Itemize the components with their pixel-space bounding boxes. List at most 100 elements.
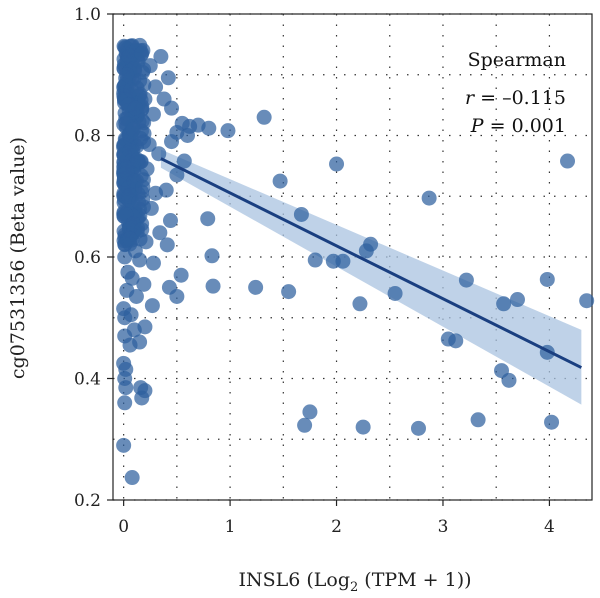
data-point <box>117 249 133 265</box>
stat-p-symbol: P <box>470 115 485 137</box>
data-point <box>355 419 371 435</box>
data-point <box>128 288 144 304</box>
data-point <box>496 296 512 312</box>
data-point <box>145 106 161 122</box>
data-point <box>162 213 178 229</box>
data-point <box>272 173 288 189</box>
data-point <box>119 67 135 83</box>
data-point <box>122 337 138 353</box>
data-point <box>205 278 221 294</box>
x-axis-label-subscript: 2 <box>350 580 358 595</box>
data-point <box>124 270 140 286</box>
data-point <box>560 153 576 169</box>
data-point <box>164 134 180 150</box>
data-point <box>135 179 151 195</box>
data-point <box>363 236 379 252</box>
y-tick-label: 0.6 <box>74 248 101 268</box>
data-point <box>169 167 185 183</box>
data-point <box>293 206 309 222</box>
data-point <box>297 417 313 433</box>
stat-p-value: = 0.001 <box>484 115 566 137</box>
data-point <box>410 420 426 436</box>
data-point <box>448 333 464 349</box>
data-point <box>136 276 152 292</box>
x-axis-label: INSL6 (Log2 (TPM + 1)) <box>238 569 471 595</box>
data-point <box>458 272 474 288</box>
stat-method: Spearman <box>468 49 566 71</box>
data-point <box>124 470 140 486</box>
data-point <box>169 288 185 304</box>
data-point <box>137 91 153 107</box>
data-point <box>144 298 160 314</box>
regression-line <box>160 157 583 369</box>
x-axis-label-main: INSL6 (Log <box>238 569 350 591</box>
data-point <box>421 190 437 206</box>
data-point <box>160 70 176 86</box>
data-point <box>129 152 145 168</box>
data-point <box>142 58 158 74</box>
data-point <box>118 380 134 396</box>
data-point <box>117 310 133 326</box>
data-point <box>141 137 157 153</box>
data-point <box>352 296 368 312</box>
data-point <box>164 100 180 116</box>
data-point <box>329 156 345 172</box>
data-point <box>139 161 155 177</box>
confidence-band <box>160 149 582 405</box>
data-point <box>122 231 138 247</box>
stat-r-symbol: r <box>465 87 476 109</box>
x-axis-label-tail: (TPM + 1)) <box>358 569 471 591</box>
data-point <box>180 128 196 143</box>
data-point <box>201 120 217 136</box>
data-point <box>131 194 147 210</box>
data-point <box>501 372 517 388</box>
data-point <box>132 252 148 268</box>
data-point <box>307 252 323 268</box>
data-point <box>509 292 525 308</box>
data-point <box>153 49 169 65</box>
data-point <box>148 79 164 95</box>
data-point <box>256 109 272 125</box>
data-point <box>579 293 595 309</box>
data-point <box>127 100 143 116</box>
data-point <box>145 255 161 271</box>
stat-r-value: = –0.115 <box>474 87 566 109</box>
y-tick-label: 1.0 <box>74 5 101 25</box>
axis-ticks: 0 1 2 3 4 0.2 0.4 0.6 0.8 1.0 <box>74 5 555 537</box>
y-axis-label: cg07531356 (Beta value) <box>7 137 29 379</box>
data-point <box>248 279 264 295</box>
data-point <box>470 412 486 428</box>
data-point <box>539 271 555 287</box>
data-point <box>159 237 175 253</box>
data-point <box>116 437 132 453</box>
data-point <box>173 267 189 283</box>
x-tick-label: 4 <box>544 517 555 537</box>
data-point <box>176 153 192 169</box>
x-tick-label: 0 <box>118 517 129 537</box>
stat-p: P = 0.001 <box>470 115 566 137</box>
data-point <box>302 404 318 420</box>
data-point <box>117 395 133 411</box>
data-point <box>143 200 159 216</box>
data-point <box>335 253 351 269</box>
data-point <box>281 284 297 300</box>
x-tick-label: 3 <box>438 517 449 537</box>
y-tick-label: 0.2 <box>74 491 101 511</box>
data-point <box>200 211 216 227</box>
data-point <box>152 225 168 241</box>
data-point <box>151 146 167 162</box>
y-tick-label: 0.4 <box>74 370 101 390</box>
data-point <box>158 182 174 198</box>
data-point <box>387 285 403 301</box>
y-tick-label: 0.8 <box>74 127 101 147</box>
data-point <box>544 414 560 430</box>
data-point <box>134 45 150 61</box>
x-tick-label: 1 <box>225 517 236 537</box>
x-tick-label: 2 <box>331 517 342 537</box>
data-point <box>134 222 150 238</box>
stat-r: r = –0.115 <box>465 87 566 109</box>
data-point <box>204 248 220 264</box>
data-point <box>123 82 139 98</box>
data-point <box>134 390 150 406</box>
